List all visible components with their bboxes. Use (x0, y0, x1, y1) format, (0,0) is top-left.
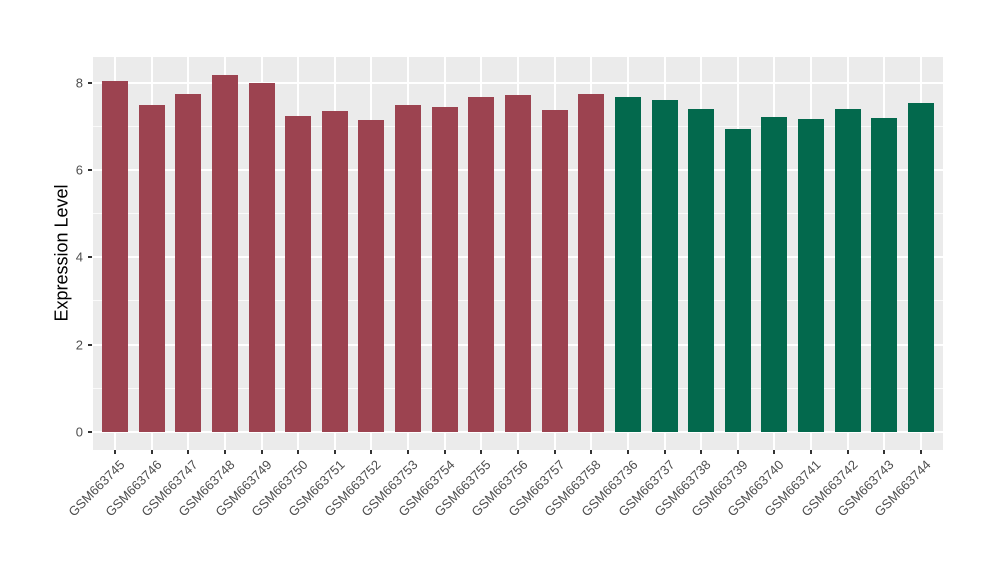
x-tick-mark-GSM663758 (590, 450, 593, 454)
x-tick-mark-GSM663738 (700, 450, 703, 454)
x-tick-mark-GSM663739 (736, 450, 739, 454)
bar-GSM663738 (688, 108, 715, 432)
bar-GSM663736 (614, 97, 641, 432)
bar-GSM663754 (431, 106, 458, 432)
bar-GSM663758 (578, 94, 605, 432)
bar-GSM663741 (798, 118, 825, 432)
bar-GSM663740 (761, 116, 788, 432)
x-tick-mark-GSM663736 (626, 450, 629, 454)
x-tick-mark-GSM663756 (517, 450, 519, 454)
x-tick-mark-GSM663743 (883, 450, 886, 454)
y-axis-title: Expression Level (51, 184, 72, 322)
bar-GSM663739 (724, 128, 751, 432)
y-tick-mark-6 (88, 169, 92, 172)
y-tick-label-6: 6 (75, 162, 83, 178)
bar-GSM663753 (395, 104, 422, 432)
bar-GSM663743 (871, 117, 898, 432)
bar-GSM663745 (101, 80, 128, 432)
y-tick-mark-4 (88, 256, 92, 259)
plot-panel (93, 57, 943, 450)
bar-GSM663737 (651, 100, 678, 432)
x-tick-mark-GSM663751 (333, 450, 336, 454)
x-tick-mark-GSM663745 (113, 450, 116, 454)
x-tick-mark-GSM663741 (810, 450, 813, 454)
x-tick-mark-GSM663749 (260, 450, 263, 454)
y-tick-label-2: 2 (75, 337, 83, 353)
y-tick-label-0: 0 (75, 424, 83, 440)
bar-GSM663747 (175, 94, 202, 432)
x-tick-mark-GSM663744 (920, 450, 923, 454)
x-tick-mark-GSM663752 (370, 450, 373, 454)
x-tick-mark-GSM663746 (150, 450, 153, 454)
x-tick-mark-GSM663755 (480, 450, 483, 454)
bar-GSM663749 (248, 83, 275, 432)
x-tick-mark-GSM663747 (187, 450, 190, 454)
bar-GSM663756 (505, 95, 531, 432)
x-tick-mark-GSM663753 (407, 450, 410, 454)
x-tick-mark-GSM663757 (553, 450, 556, 454)
x-tick-mark-GSM663740 (773, 450, 776, 454)
y-tick-label-8: 8 (75, 75, 83, 91)
bar-GSM663755 (468, 97, 495, 432)
bar-GSM663748 (211, 75, 238, 432)
bar-GSM663751 (321, 111, 348, 432)
y-tick-label-4: 4 (75, 249, 83, 265)
x-tick-mark-GSM663750 (297, 450, 300, 454)
bar-GSM663752 (358, 120, 385, 432)
x-tick-mark-GSM663737 (663, 450, 666, 454)
bar-GSM663742 (834, 108, 861, 432)
bar-GSM663744 (908, 102, 935, 432)
y-tick-mark-8 (88, 82, 92, 85)
y-tick-mark-2 (88, 343, 92, 346)
x-tick-mark-GSM663742 (846, 450, 849, 454)
x-tick-mark-GSM663754 (443, 450, 446, 454)
y-tick-mark-0 (88, 430, 92, 433)
bar-GSM663746 (138, 104, 165, 432)
bar-GSM663757 (541, 109, 568, 432)
bar-GSM663750 (285, 116, 312, 432)
x-tick-mark-GSM663748 (223, 450, 226, 454)
